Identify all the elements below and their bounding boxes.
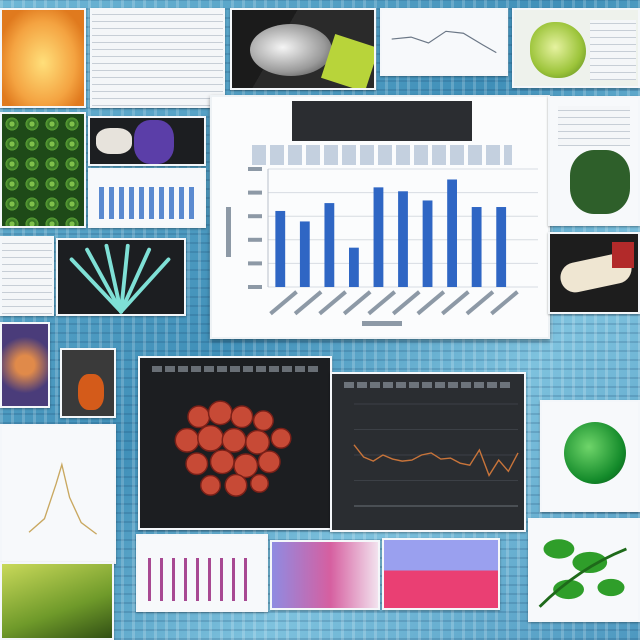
mini-bars [99, 186, 195, 220]
green-sphere-image [540, 400, 640, 512]
bar [349, 247, 359, 287]
series-line [353, 444, 519, 477]
x-tick-label-block [441, 290, 470, 316]
bottom-left-line-chart [0, 424, 116, 564]
document-table-sheet [90, 8, 225, 108]
left-text-document [0, 236, 54, 316]
purple-blob [134, 120, 174, 164]
x-tick-label-block [490, 290, 519, 316]
red-cell [257, 450, 281, 474]
green-fern-image [0, 562, 114, 640]
bar [496, 207, 507, 287]
dark-line-chart-svg [353, 403, 519, 507]
red-cell [252, 410, 274, 432]
x-tick-label-block [367, 290, 397, 316]
red-cell [209, 449, 235, 475]
y-tick-label-block [248, 214, 262, 219]
dark-line-chart-panel [330, 372, 526, 532]
cell-doc-lines [590, 20, 636, 80]
orange-coral-image [0, 8, 86, 108]
chart-title-block [292, 101, 472, 141]
red-cell [197, 424, 224, 452]
bar [299, 221, 310, 287]
line-chart-document [380, 8, 508, 76]
green-cell-shape [530, 22, 586, 78]
bone-specimen-image [548, 232, 640, 314]
hedgehog-body [250, 24, 332, 76]
red-cell [207, 400, 233, 426]
red-cluster-dark-panel [138, 356, 332, 530]
line-chart-title-block [344, 382, 512, 388]
fan-coral-image [56, 238, 186, 316]
green-cluster-image [0, 112, 86, 228]
green-plant-thumb [570, 150, 630, 214]
green-cell-image [512, 8, 640, 88]
x-tick-label-block [293, 290, 323, 316]
green-plant-image [528, 518, 640, 622]
orange-bottle [78, 374, 104, 410]
hedgehog-image [230, 8, 376, 90]
doc-line-chart-svg [391, 30, 497, 54]
purple-specimen-image [88, 116, 206, 166]
x-tick-label-block [465, 290, 495, 316]
red-cell [230, 405, 254, 429]
bar [471, 207, 482, 287]
bar [398, 191, 408, 287]
red-cell [224, 473, 248, 497]
main-bar-chart-panel [210, 95, 550, 339]
x-tick-label-block [269, 290, 298, 316]
right-document-sheet [548, 96, 640, 226]
white-specimen [96, 128, 132, 154]
pink-wave-image [382, 538, 500, 610]
y-tick-label-block [248, 237, 262, 242]
bar-chart-svg [226, 167, 538, 326]
red-cell [174, 427, 200, 453]
bar [324, 203, 335, 287]
right-doc-lines [558, 106, 630, 146]
red-accent [612, 242, 634, 268]
red-cell [187, 405, 211, 429]
green-plant-svg [538, 539, 627, 608]
mini-bar-chart [88, 168, 206, 228]
y-tick-label-block [248, 285, 262, 289]
red-cell [249, 473, 270, 493]
bottle-photo-image [60, 348, 116, 418]
red-cell [270, 427, 292, 449]
bar [422, 200, 433, 287]
bar [275, 210, 286, 287]
y-tick-label-block [248, 261, 262, 266]
red-cluster-svg [174, 400, 292, 497]
y-axis-label-block [226, 207, 231, 257]
bottom-bar-chart [136, 534, 268, 612]
purple-flower-image [0, 322, 50, 408]
x-tick-label-block [342, 290, 372, 316]
pink-heatmap-image [270, 540, 380, 610]
y-tick-label-block [248, 190, 262, 195]
red-cell [233, 453, 259, 479]
chart-subtitle-block [252, 145, 512, 165]
red-cell [221, 427, 247, 453]
x-tick-label-block [391, 290, 421, 316]
bottom-left-line-svg [28, 462, 98, 535]
x-axis-label-block [362, 321, 402, 326]
red-cluster-title-block [152, 366, 318, 372]
bottom-mini-bars [148, 558, 256, 602]
x-tick-label-block [416, 290, 446, 316]
y-tick-label-block [248, 167, 262, 171]
red-cell [185, 452, 209, 476]
fan-coral-svg [69, 243, 171, 314]
red-cell [245, 429, 271, 455]
green-sphere [564, 422, 626, 484]
x-tick-label-block [318, 290, 347, 316]
bar [447, 179, 457, 287]
red-cell [199, 474, 222, 496]
bar [373, 187, 384, 287]
